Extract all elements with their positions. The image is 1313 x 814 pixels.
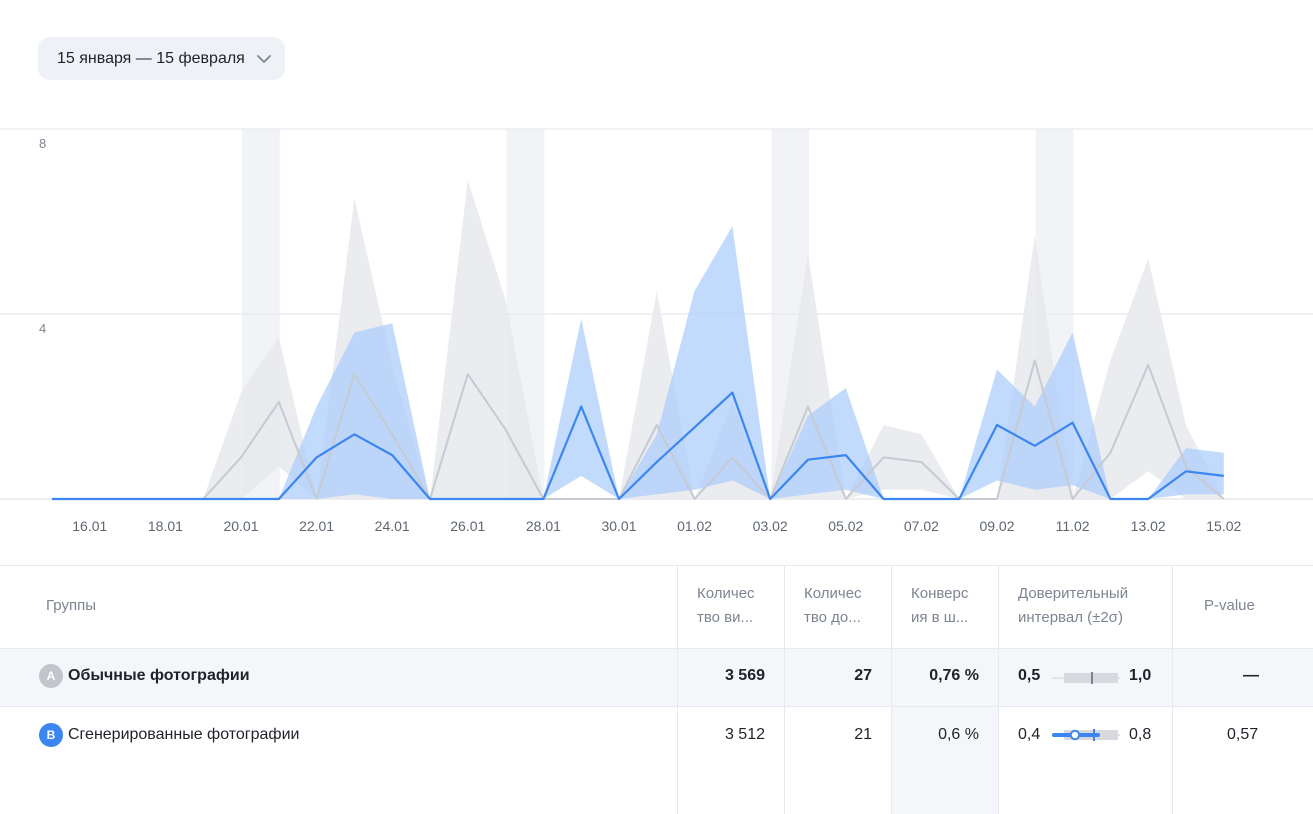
x-tick-label: 20.01: [223, 518, 258, 534]
header-conversion-line1: Конверс: [911, 585, 969, 602]
header-goals-line1: Количес: [804, 585, 862, 602]
group-b-pvalue: 0,57: [1227, 726, 1259, 743]
x-tick-label: 13.02: [1131, 518, 1166, 534]
header-visits[interactable]: Количес тво ви...: [697, 582, 755, 630]
header-conversion[interactable]: Конверс ия в ш...: [911, 582, 968, 630]
x-tick-label: 26.01: [450, 518, 485, 534]
group-a-name: Обычные фотографии: [68, 667, 250, 684]
conversion-column-highlight: [892, 707, 998, 814]
x-tick-label: 30.01: [601, 518, 636, 534]
date-range-label: 15 января — 15 февраля: [57, 49, 245, 67]
group-a-ci-high: 1,0: [1129, 667, 1152, 684]
x-tick-label: 18.01: [148, 518, 183, 534]
series-line-group-a: [52, 359, 1225, 500]
conversion-chart: 8 4 16.01 18.01 20.01 22.01 24.01 26.01 28.01 30…: [0, 128, 1313, 534]
header-visits-line2: тво ви...: [697, 609, 754, 626]
header-conversion-line2: ия в ш...: [911, 609, 969, 626]
header-visits-line1: Количес: [697, 585, 755, 602]
x-tick-label: 16.01: [72, 518, 107, 534]
series-line-group-b: [52, 391, 1224, 501]
x-tick-label: 07.02: [904, 518, 939, 534]
header-groups[interactable]: Группы: [46, 597, 96, 614]
header-ci-line1: Доверительный: [1018, 585, 1129, 602]
y-tick-label: 4: [39, 321, 46, 336]
group-b-conversion: 0,6 %: [938, 726, 979, 743]
group-a-goals: 27: [854, 667, 872, 684]
y-tick-label: 8: [39, 136, 46, 151]
x-tick-label: 05.02: [828, 518, 863, 534]
chevron-down-icon: [257, 55, 271, 63]
date-range-selector[interactable]: 15 января — 15 февраля: [38, 37, 285, 80]
header-pvalue[interactable]: P-value: [1204, 597, 1255, 614]
group-b-ci-high: 0,8: [1129, 726, 1152, 743]
group-a-ci-low: 0,5: [1018, 667, 1041, 684]
x-tick-label: 24.01: [375, 518, 410, 534]
group-a-badge: A: [39, 664, 63, 688]
group-b-badge: B: [39, 723, 63, 747]
x-tick-label: 28.01: [526, 518, 561, 534]
x-tick-label: 11.02: [1056, 518, 1090, 534]
x-tick-label: 15.02: [1206, 518, 1241, 534]
group-b-ci-low: 0,4: [1018, 726, 1041, 743]
group-a-visits: 3 569: [724, 667, 765, 684]
header-goals-line2: тво до...: [804, 609, 861, 626]
group-a-conversion: 0,76 %: [929, 667, 979, 684]
x-tick-label: 03.02: [753, 518, 788, 534]
group-a-ci-bar: [1052, 672, 1120, 684]
x-tick-label: 22.01: [299, 518, 334, 534]
group-a-pvalue: —: [1243, 667, 1259, 684]
header-goals[interactable]: Количес тво до...: [804, 582, 862, 630]
group-b-goals: 21: [854, 726, 872, 743]
x-tick-label: 09.02: [979, 518, 1014, 534]
header-ci[interactable]: Доверительный интервал (±2σ): [1018, 582, 1128, 630]
group-b-ci-bar: [1052, 729, 1120, 741]
group-b-name: Сгенерированные фотографии: [68, 726, 300, 743]
group-b-visits: 3 512: [724, 726, 765, 743]
results-table: Группы Количес тво ви... Количес тво до.…: [0, 565, 1313, 814]
x-tick-label: 01.02: [677, 518, 712, 534]
ci-band-group-b: [52, 226, 1224, 499]
header-ci-line2: интервал (±2σ): [1018, 609, 1123, 626]
